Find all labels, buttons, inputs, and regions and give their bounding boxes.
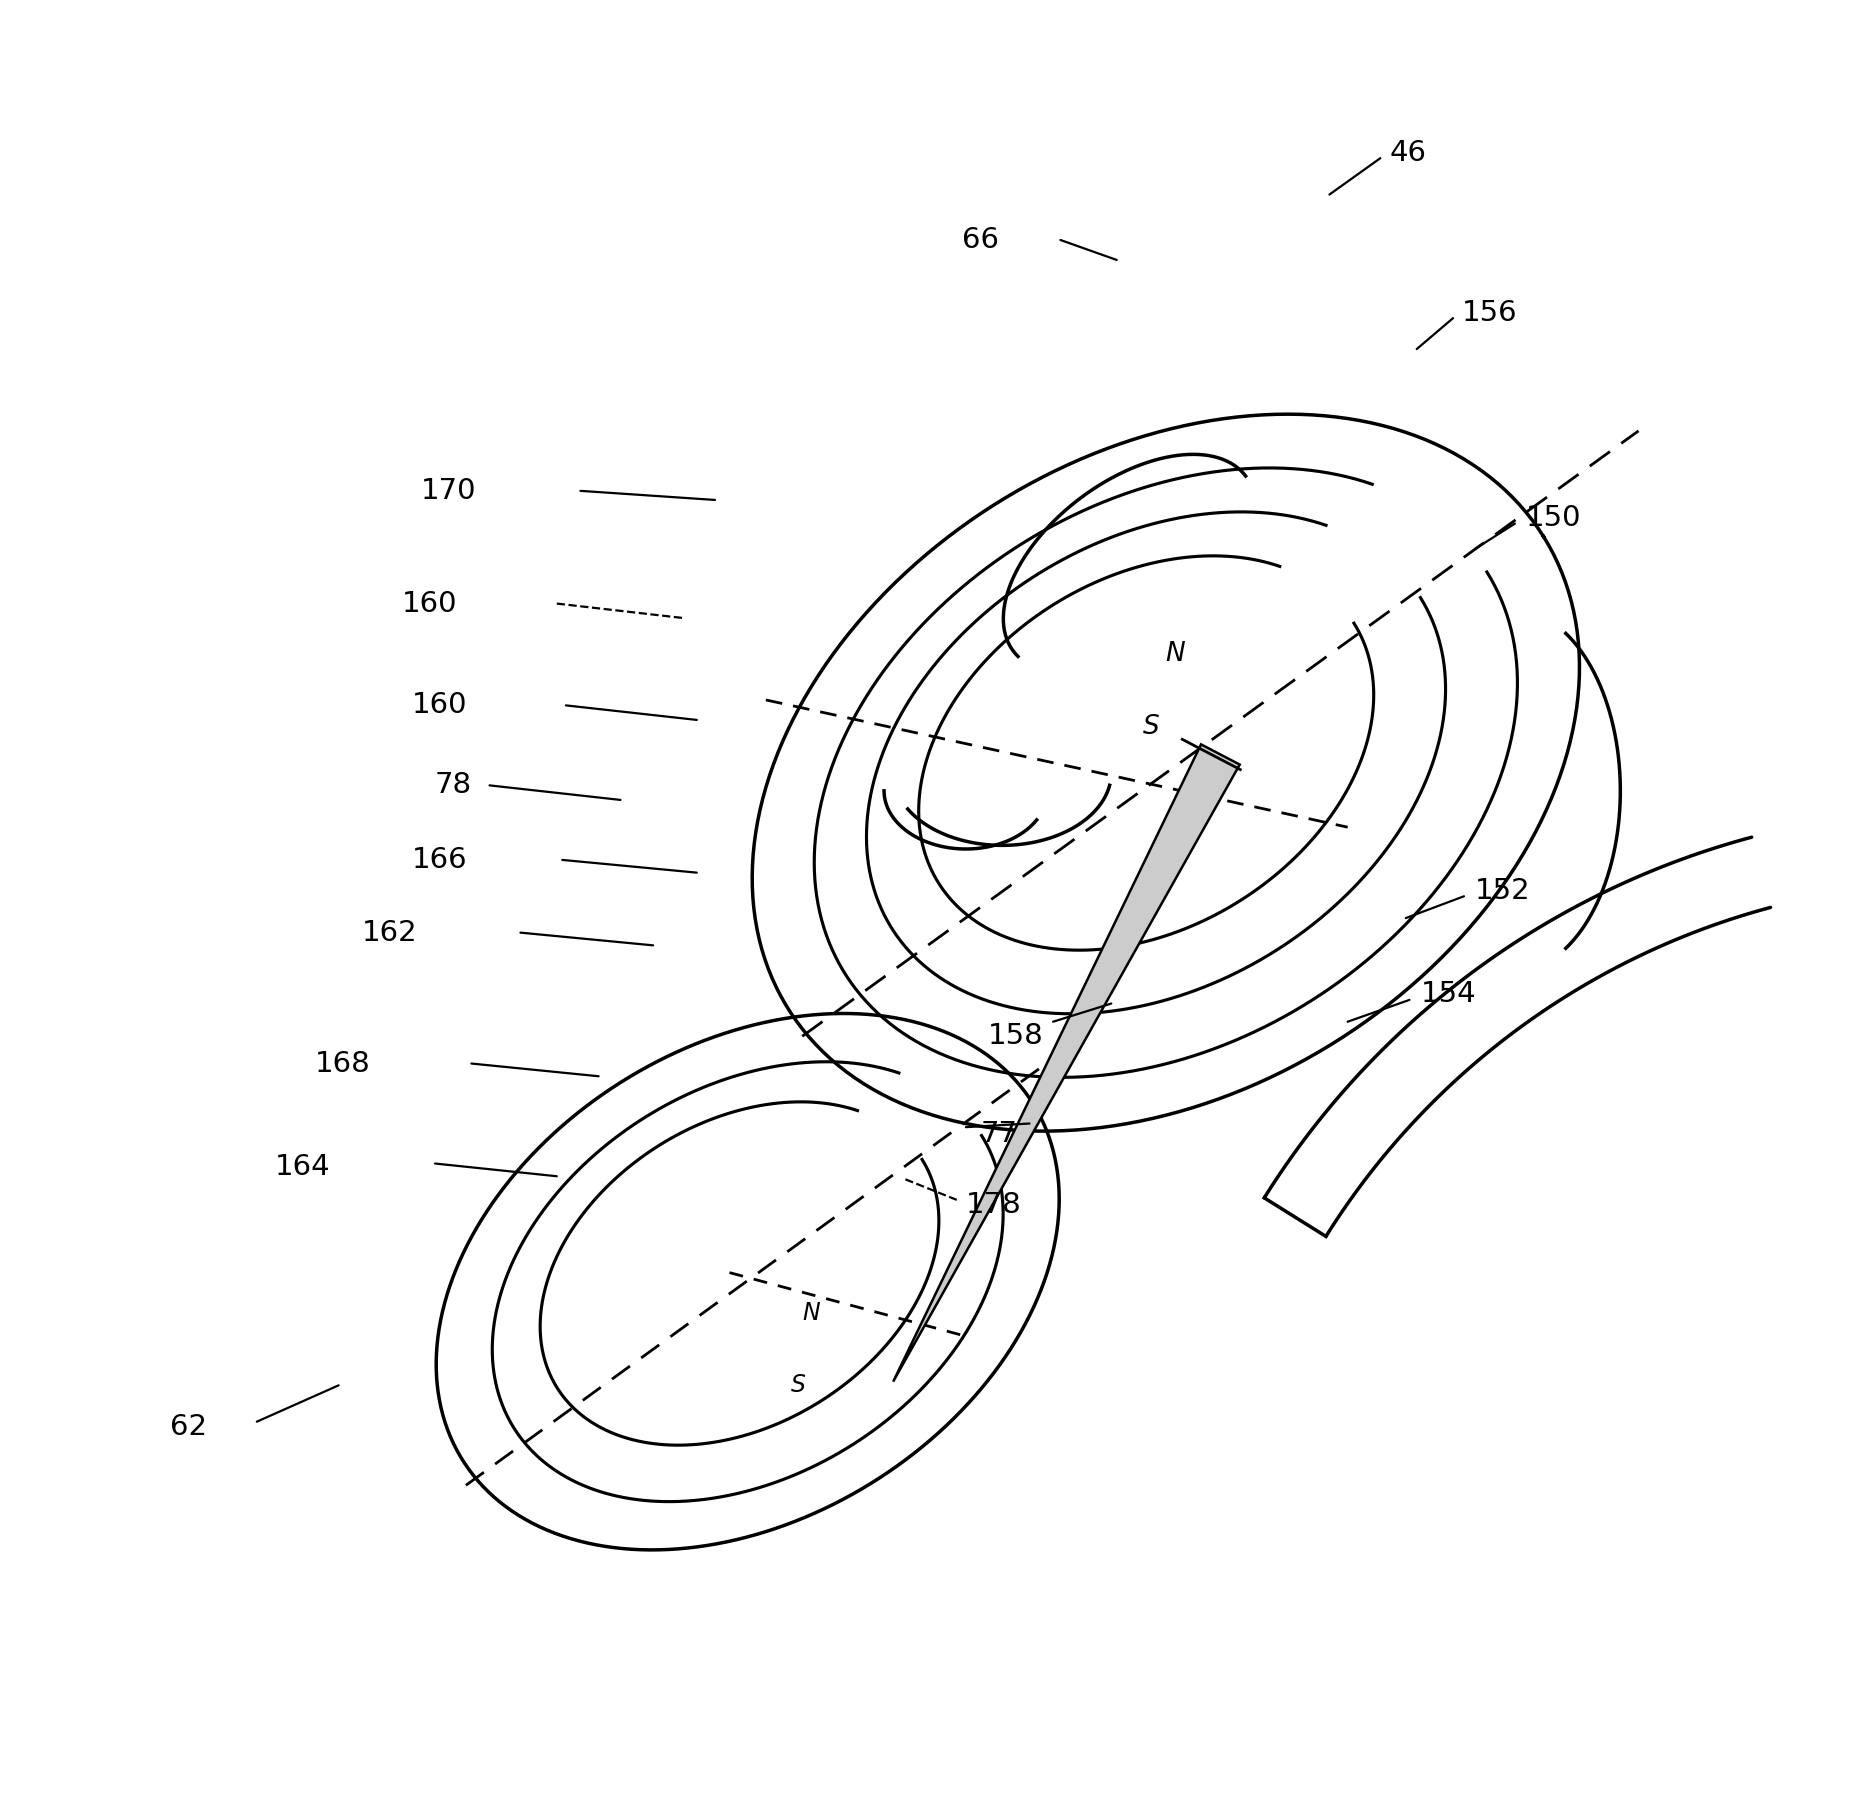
Text: 160: 160 [411, 691, 467, 720]
Text: N: N [803, 1300, 820, 1325]
Text: N: N [1166, 642, 1184, 667]
Text: 158: 158 [987, 1022, 1043, 1051]
Text: 160: 160 [402, 589, 457, 618]
Text: 178: 178 [967, 1191, 1022, 1220]
Text: 154: 154 [1420, 980, 1476, 1009]
Text: 164: 164 [275, 1153, 331, 1182]
Text: S: S [1143, 714, 1160, 740]
Text: 78: 78 [435, 771, 472, 800]
Text: 62: 62 [169, 1413, 206, 1442]
Text: 166: 166 [411, 845, 467, 874]
Text: 77: 77 [980, 1120, 1017, 1149]
Text: 162: 162 [363, 918, 418, 947]
Text: 66: 66 [963, 225, 1000, 255]
Text: 156: 156 [1463, 298, 1517, 327]
Text: 168: 168 [314, 1049, 370, 1078]
Text: 170: 170 [420, 476, 476, 505]
Text: 46: 46 [1389, 138, 1426, 167]
Text: 152: 152 [1474, 876, 1530, 905]
Text: 150: 150 [1526, 504, 1582, 533]
Polygon shape [892, 744, 1240, 1382]
Text: S: S [792, 1373, 807, 1398]
